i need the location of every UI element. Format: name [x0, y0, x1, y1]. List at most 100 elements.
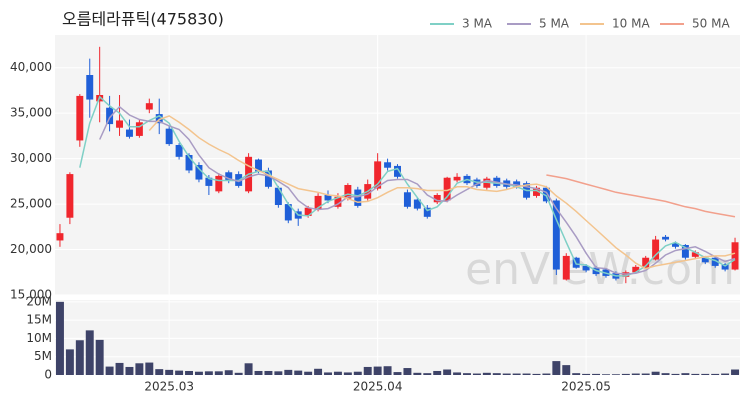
- ma-line: [99, 105, 736, 275]
- x-tick-label: 2025.03: [144, 380, 194, 394]
- volume-bar: [621, 373, 630, 375]
- volume-bar: [641, 373, 650, 375]
- volume-bar: [55, 301, 64, 375]
- y-tick-label: 35,000: [10, 106, 52, 120]
- volume-bar: [75, 340, 84, 375]
- candle-body: [374, 161, 382, 189]
- volume-bar: [423, 373, 432, 375]
- y-tick-label: 25,000: [10, 197, 52, 211]
- candle-body: [394, 165, 401, 177]
- candle-body: [314, 195, 322, 210]
- candle-body: [66, 174, 74, 218]
- candle-body: [155, 114, 163, 124]
- volume-bar: [175, 370, 184, 375]
- candle-body: [423, 207, 431, 217]
- candle-body: [195, 165, 203, 180]
- ma-line: [79, 95, 736, 277]
- volume-bar: [165, 369, 174, 375]
- candle-body: [731, 242, 739, 270]
- volume-bar: [85, 330, 94, 375]
- y-tick-label: 10M: [26, 331, 52, 345]
- volume-bar: [204, 371, 213, 375]
- legend-label: 10 MA: [612, 17, 650, 31]
- candle-body: [701, 257, 709, 263]
- volume-bar: [522, 373, 531, 375]
- candle-body: [582, 265, 590, 271]
- candle-body: [562, 255, 570, 280]
- ma-line: [148, 115, 736, 270]
- volume-bar: [373, 366, 382, 375]
- volume-bar: [602, 374, 610, 375]
- volume-bar: [661, 373, 670, 375]
- volume-bar: [502, 373, 511, 375]
- y-tick-label: 0: [44, 368, 52, 382]
- y-tick-label: 30,000: [10, 151, 52, 165]
- volume-bar: [403, 368, 412, 375]
- candle-body: [681, 245, 689, 258]
- candle-body: [125, 129, 133, 137]
- candle-body: [354, 189, 362, 206]
- candle-body: [185, 155, 193, 171]
- volume-bar: [443, 369, 452, 375]
- volume-bar: [95, 339, 104, 375]
- candle-body: [334, 196, 342, 207]
- candle-body: [384, 162, 392, 168]
- y-tick-label: 15M: [26, 313, 52, 327]
- candle-body: [632, 266, 640, 273]
- volume-bar: [512, 373, 521, 375]
- volume-bar: [532, 373, 541, 375]
- candle-body: [175, 145, 183, 157]
- candle-body: [145, 103, 153, 110]
- volume-bar: [353, 371, 362, 375]
- volume-bar: [711, 373, 720, 375]
- volume-bar: [492, 373, 501, 375]
- candle-body: [433, 195, 441, 203]
- volume-bar: [651, 371, 660, 375]
- candle-body: [552, 200, 560, 270]
- volume-bar: [393, 372, 402, 375]
- volume-bar: [333, 371, 342, 375]
- ma-line: [546, 174, 736, 218]
- volume-bar: [453, 372, 462, 375]
- candle-body: [205, 177, 213, 186]
- volume-bar: [115, 362, 124, 375]
- volume-bar: [691, 373, 700, 375]
- candle-body: [533, 187, 540, 196]
- volume-bar: [244, 363, 253, 375]
- volume-bar: [592, 373, 601, 375]
- volume-bar: [264, 370, 273, 375]
- candle-body: [215, 175, 223, 192]
- x-tick-label: 2025.05: [561, 380, 611, 394]
- volume-bar: [562, 365, 571, 375]
- volume-bar: [542, 373, 551, 375]
- chart-title: 오름테라퓨틱(475830): [62, 10, 224, 29]
- y-tick-label: 20M: [26, 294, 52, 308]
- candle-body: [691, 252, 699, 257]
- candle-body: [711, 257, 719, 266]
- candle-body: [443, 177, 451, 201]
- volume-bar: [105, 366, 114, 375]
- candle-body: [304, 207, 312, 216]
- candle-body: [165, 128, 173, 145]
- candle-body: [413, 199, 421, 209]
- candle-body: [642, 257, 650, 268]
- candle-body: [116, 120, 124, 128]
- y-tick-label: 20,000: [10, 242, 52, 256]
- volume-bar: [582, 373, 591, 375]
- volume-bar: [224, 370, 233, 375]
- legend-label: 5 MA: [539, 17, 570, 31]
- candle-body: [344, 185, 352, 199]
- volume-bar: [214, 371, 223, 375]
- y-tick-label: 40,000: [10, 60, 52, 74]
- y-tick-label: 5M: [34, 349, 52, 363]
- candle-body: [56, 233, 64, 241]
- candle-body: [284, 204, 292, 221]
- volume-plot-area: [55, 300, 740, 375]
- volume-bar: [681, 373, 690, 375]
- volume-bar: [572, 373, 581, 375]
- y-tick-label: 15,000: [10, 288, 52, 302]
- candle-body: [662, 236, 670, 240]
- volume-bar: [284, 369, 293, 375]
- candle-body: [76, 95, 84, 141]
- candle-body: [106, 107, 114, 125]
